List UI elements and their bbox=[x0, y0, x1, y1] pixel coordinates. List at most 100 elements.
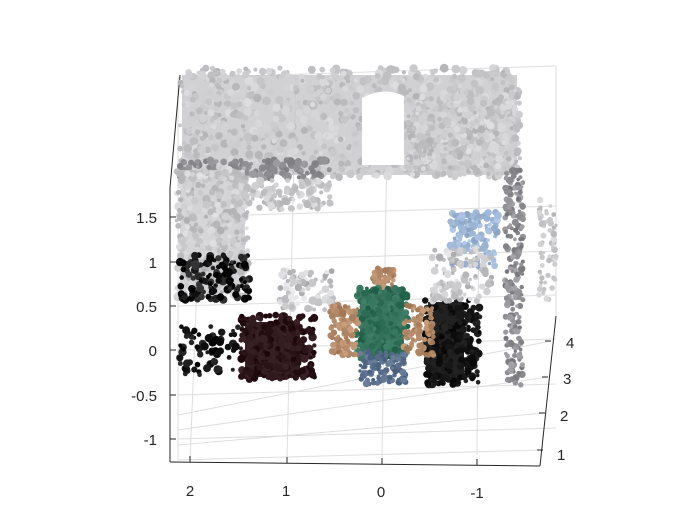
cloud-point bbox=[230, 204, 234, 209]
cloud-point bbox=[187, 113, 197, 123]
cloud-point bbox=[419, 84, 428, 93]
cloud-point bbox=[184, 224, 190, 230]
cloud-point bbox=[285, 178, 290, 183]
cloud-point bbox=[212, 94, 221, 103]
cloud-point bbox=[279, 161, 286, 169]
cloud-point bbox=[513, 324, 518, 329]
cloud-point bbox=[551, 241, 556, 246]
cloud-point bbox=[520, 181, 524, 185]
cloud-point bbox=[443, 374, 449, 380]
cloud-point bbox=[507, 189, 512, 194]
cloud-point bbox=[401, 70, 406, 75]
cloud-point bbox=[515, 304, 519, 308]
cloud-point bbox=[479, 283, 486, 290]
cloud-point bbox=[460, 344, 465, 349]
cloud-point bbox=[251, 374, 259, 382]
cloud-point bbox=[330, 173, 336, 180]
cloud-point bbox=[253, 67, 258, 72]
cloud-point bbox=[182, 160, 188, 165]
cloud-point bbox=[504, 170, 510, 176]
cloud-point bbox=[507, 118, 513, 124]
cloud-point bbox=[216, 293, 225, 301]
cloud-point bbox=[510, 254, 516, 260]
cloud-point bbox=[402, 309, 410, 317]
cloud-point bbox=[188, 159, 195, 166]
cloud-point bbox=[191, 232, 199, 240]
cloud-point bbox=[470, 230, 476, 237]
cloud-point bbox=[451, 73, 457, 79]
vertical-tick-label: 1 bbox=[149, 255, 157, 272]
cloud-point bbox=[180, 266, 187, 273]
cloud-point bbox=[360, 298, 368, 305]
cloud-point bbox=[227, 128, 232, 133]
cloud-point bbox=[334, 125, 340, 131]
cloud-point bbox=[239, 277, 244, 282]
cloud-point bbox=[463, 378, 469, 384]
cloud-point bbox=[295, 345, 302, 352]
cloud-point bbox=[447, 132, 454, 138]
cloud-point bbox=[468, 296, 473, 302]
cloud-point bbox=[221, 140, 227, 145]
cloud-point bbox=[441, 323, 449, 331]
cloud-point bbox=[443, 146, 448, 151]
cloud-point bbox=[499, 103, 508, 111]
cloud-point bbox=[484, 224, 488, 228]
cloud-point bbox=[191, 261, 197, 267]
cloud-point bbox=[258, 334, 268, 343]
cloud-point bbox=[406, 97, 412, 103]
cloud-point bbox=[375, 362, 381, 368]
cloud-point bbox=[476, 338, 482, 344]
cloud-point bbox=[393, 306, 399, 313]
cloud-point bbox=[261, 144, 267, 150]
cloud-point bbox=[446, 154, 454, 163]
cloud-point bbox=[320, 279, 324, 284]
cloud-point bbox=[368, 342, 376, 350]
cloud-point bbox=[391, 328, 399, 336]
cloud-point bbox=[425, 82, 435, 92]
cloud-point bbox=[539, 275, 545, 281]
cloud-point bbox=[495, 171, 500, 176]
cloud-point bbox=[249, 170, 258, 179]
cloud-point bbox=[480, 99, 487, 107]
cloud-point bbox=[236, 224, 243, 230]
cloud-point bbox=[272, 159, 281, 168]
cloud-point bbox=[247, 91, 255, 100]
cloud-point bbox=[423, 319, 430, 325]
cloud-point bbox=[216, 180, 221, 186]
cloud-point bbox=[551, 212, 557, 218]
cloud-point bbox=[378, 332, 386, 339]
cloud-point bbox=[369, 299, 376, 306]
cloud-point bbox=[185, 71, 193, 79]
cloud-point bbox=[551, 225, 556, 230]
cloud-point bbox=[215, 191, 223, 199]
cloud-point bbox=[510, 306, 516, 312]
cloud-point bbox=[536, 292, 542, 298]
cloud-point bbox=[433, 147, 438, 152]
cloud-point bbox=[198, 228, 204, 234]
cloud-point bbox=[247, 86, 252, 91]
cloud-point bbox=[216, 78, 222, 84]
cloud-point bbox=[320, 112, 328, 120]
cloud-point bbox=[214, 170, 221, 177]
cloud-point bbox=[222, 247, 227, 252]
cloud-point bbox=[216, 226, 225, 235]
cloud-point bbox=[213, 106, 220, 112]
cloud-point bbox=[213, 121, 218, 126]
cloud-point bbox=[239, 228, 245, 234]
cloud-point bbox=[459, 325, 468, 334]
cloud-point bbox=[210, 287, 218, 295]
cloud-point bbox=[462, 106, 469, 113]
cloud-point bbox=[411, 137, 415, 142]
cloud-point bbox=[504, 278, 509, 283]
cloud-point bbox=[548, 204, 553, 208]
cloud-point bbox=[462, 292, 467, 297]
cloud-point bbox=[237, 236, 242, 241]
cloud-point bbox=[310, 349, 317, 356]
vertical-tick-labels: 1.5 1 0.5 0 -0.5 -1 bbox=[131, 210, 157, 449]
cloud-point bbox=[518, 382, 524, 388]
cloud-point bbox=[203, 364, 211, 373]
cloud-point bbox=[200, 271, 206, 277]
cloud-point bbox=[450, 271, 455, 275]
cloud-point bbox=[445, 353, 449, 358]
cloud-point bbox=[230, 148, 239, 157]
